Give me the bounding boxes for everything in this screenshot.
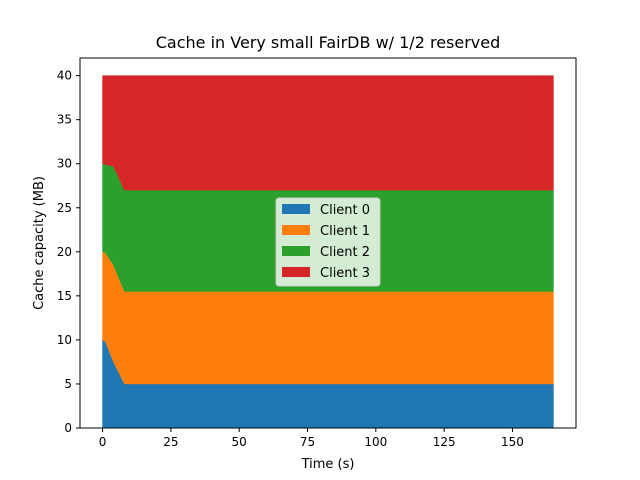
x-tick-label-0: 0 [99, 435, 107, 449]
legend-swatch-3 [282, 267, 310, 277]
legend-label-1: Client 1 [320, 224, 370, 239]
y-tick-label-2: 10 [57, 333, 72, 347]
legend: Client 0 Client 1 Client 2 Client 3 [275, 197, 381, 287]
legend-swatch-1 [282, 225, 310, 235]
plot-frame [79, 57, 577, 429]
x-tick-label-1: 25 [163, 435, 178, 449]
x-axis-ticks: 0 25 50 75 100 125 150 [99, 428, 524, 449]
x-tick-label-2: 50 [232, 435, 247, 449]
y-tick-label-8: 40 [57, 69, 72, 83]
y-axis-ticks: 0 5 10 15 20 25 30 35 40 [57, 69, 80, 435]
y-axis-label: Cache capacity (MB) [32, 176, 47, 310]
y-tick-label-0: 0 [64, 421, 72, 435]
x-axis-label: Time (s) [301, 457, 355, 472]
legend-label-3: Client 3 [320, 266, 370, 281]
y-tick-label-1: 5 [64, 377, 72, 391]
x-tick-label-3: 75 [300, 435, 315, 449]
chart-title: Cache in Very small FairDB w/ 1/2 reserv… [156, 33, 501, 52]
x-tick-label-5: 125 [433, 435, 456, 449]
x-tick-label-6: 150 [501, 435, 524, 449]
y-tick-label-3: 15 [57, 289, 72, 303]
y-tick-label-6: 30 [57, 157, 72, 171]
area-series-3 [102, 75, 554, 191]
legend-label-0: Client 0 [320, 203, 370, 218]
y-tick-label-5: 25 [57, 201, 72, 215]
legend-swatch-0 [282, 204, 310, 214]
y-tick-label-7: 35 [57, 113, 72, 127]
legend-swatch-2 [282, 246, 310, 256]
y-tick-label-4: 20 [57, 245, 72, 259]
legend-box [275, 197, 381, 287]
legend-label-2: Client 2 [320, 245, 370, 260]
x-tick-label-4: 100 [364, 435, 387, 449]
